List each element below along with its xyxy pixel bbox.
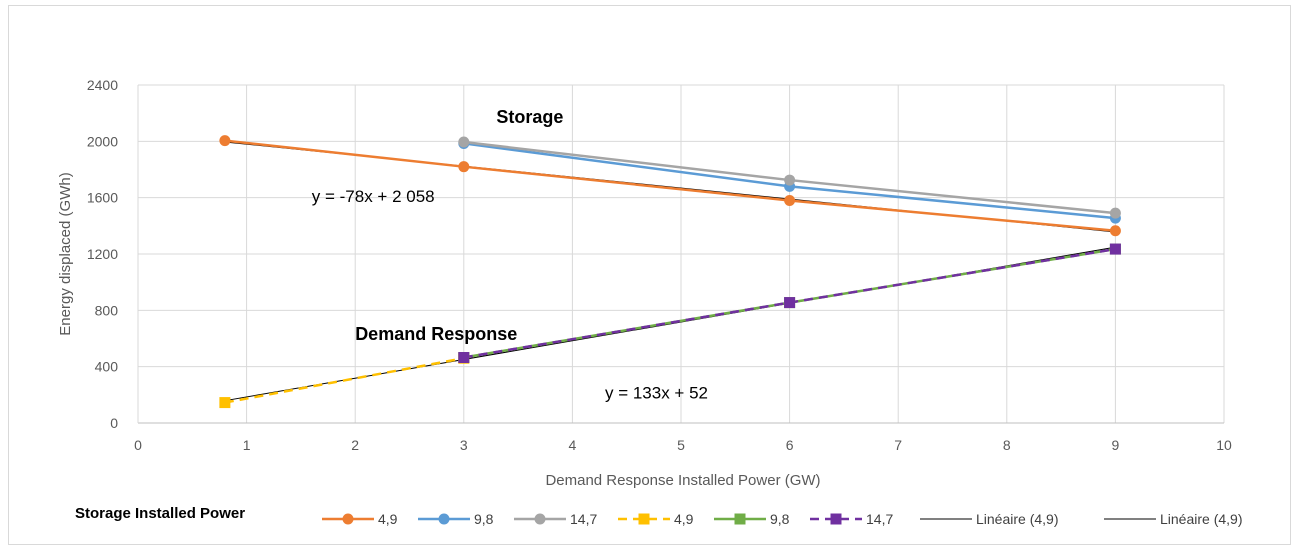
y-axis-title: Energy displaced (GWh) xyxy=(57,172,74,335)
legend-marker xyxy=(638,513,650,525)
legend-label: 9,8 xyxy=(474,511,494,527)
chart-frame xyxy=(8,5,1291,545)
legend-item: Linéaire (4,9) xyxy=(1104,511,1243,527)
series-lines xyxy=(219,135,1121,409)
x-tick-label: 0 xyxy=(134,437,142,453)
y-tick-label: 2000 xyxy=(87,133,118,149)
legend-item: 9,8 xyxy=(714,511,790,527)
legend-item: 14,7 xyxy=(810,511,893,527)
legend-item: 4,9 xyxy=(618,511,694,527)
series-line xyxy=(224,356,465,404)
x-axis-title: Demand Response Installed Power (GW) xyxy=(545,472,820,489)
data-point xyxy=(1109,207,1121,219)
legend-label: Linéaire (4,9) xyxy=(976,511,1059,527)
x-tick-label: 4 xyxy=(569,437,577,453)
x-tick-label: 7 xyxy=(894,437,902,453)
data-point xyxy=(1109,243,1121,255)
x-tick-label: 2 xyxy=(351,437,359,453)
legend-label: 9,8 xyxy=(770,511,790,527)
data-point xyxy=(458,161,470,173)
annotation: Storage xyxy=(496,107,563,127)
y-tick-labels: 0 400 800 1200 1600 2000 2400 xyxy=(87,77,118,431)
y-tick-label: 1200 xyxy=(87,246,118,262)
data-point xyxy=(219,397,231,409)
y-tick-label: 1600 xyxy=(87,190,118,206)
x-tick-label: 8 xyxy=(1003,437,1011,453)
y-tick-label: 0 xyxy=(110,415,118,431)
x-tick-label: 1 xyxy=(243,437,251,453)
legend-marker xyxy=(438,513,450,525)
legend-label: 4,9 xyxy=(674,511,694,527)
x-tick-label: 9 xyxy=(1112,437,1120,453)
legend-marker xyxy=(342,513,354,525)
x-tick-label: 3 xyxy=(460,437,468,453)
grid xyxy=(138,84,1225,423)
legend-item: 14,7 xyxy=(514,511,597,527)
annotation: y = 133x + 52 xyxy=(605,383,708,402)
legend-label: 4,9 xyxy=(378,511,398,527)
legend: 4,9 9,8 14,7 4,9 9,8 14,7 Linéaire (4,9) Linéai… xyxy=(322,511,1243,527)
data-point xyxy=(784,297,796,309)
legend-item: 4,9 xyxy=(322,511,398,527)
data-point xyxy=(784,194,796,206)
legend-marker xyxy=(534,513,546,525)
y-tick-label: 2400 xyxy=(87,77,118,93)
legend-title: Storage Installed Power xyxy=(75,505,245,522)
data-point xyxy=(458,136,470,148)
data-point xyxy=(458,352,470,364)
x-tick-label: 5 xyxy=(677,437,685,453)
x-tick-labels: 0 1 2 3 4 5 6 7 8 9 10 xyxy=(134,437,1232,453)
series-line xyxy=(224,139,1116,233)
legend-label: Linéaire (4,9) xyxy=(1160,511,1243,527)
annotation: Demand Response xyxy=(355,324,517,344)
data-point xyxy=(784,174,796,186)
legend-marker xyxy=(830,513,842,525)
annotations: Storage Demand Response y = -78x + 2 058 y … xyxy=(312,107,708,402)
legend-label: 14,7 xyxy=(866,511,893,527)
axes xyxy=(137,85,1224,424)
x-tick-label: 10 xyxy=(1216,437,1232,453)
data-point xyxy=(1109,225,1121,237)
legend-item: Linéaire (4,9) xyxy=(920,511,1059,527)
y-tick-label: 800 xyxy=(95,302,119,318)
x-tick-label: 6 xyxy=(786,437,794,453)
data-point xyxy=(219,135,231,147)
legend-marker xyxy=(734,513,746,525)
legend-item: 9,8 xyxy=(418,511,494,527)
annotation: y = -78x + 2 058 xyxy=(312,187,435,206)
y-tick-label: 400 xyxy=(95,359,119,375)
legend-label: 14,7 xyxy=(570,511,597,527)
